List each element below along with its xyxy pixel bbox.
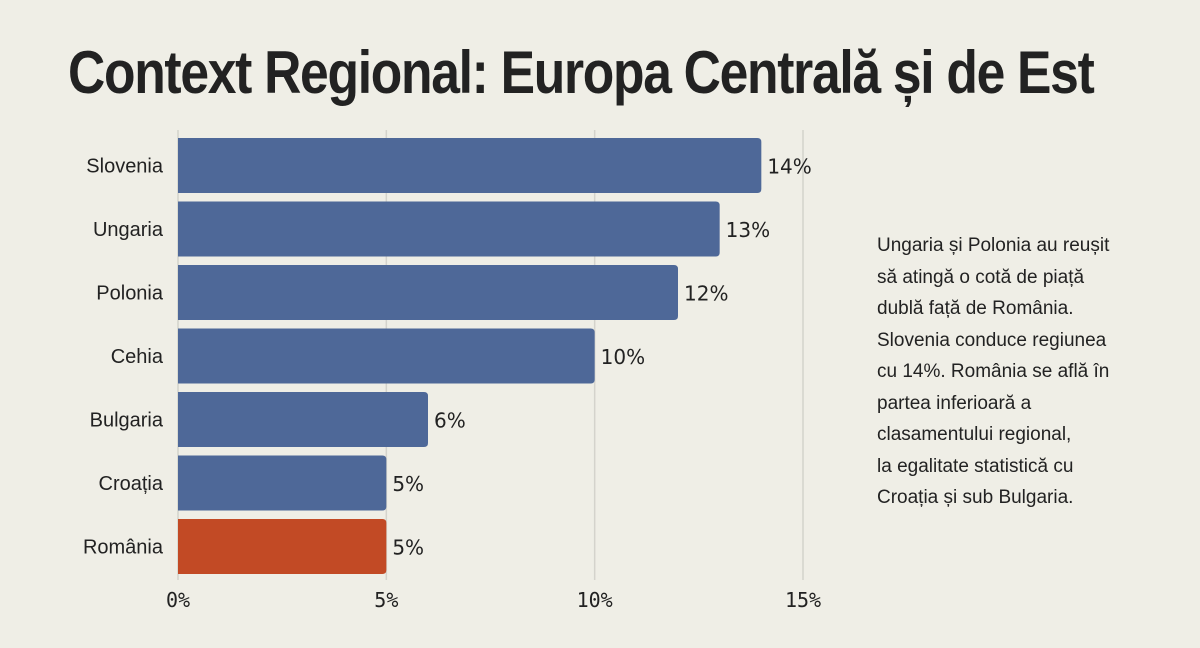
category-label: Slovenia	[86, 156, 164, 178]
note-line: să atingă o cotă de piață	[877, 266, 1085, 288]
bar-polonia	[178, 265, 678, 320]
note-line: partea inferioară a	[877, 392, 1032, 414]
x-tick-label: 0%	[166, 588, 190, 612]
x-tick-label: 5%	[374, 588, 398, 612]
note-line: cu 14%. România se află în	[877, 361, 1110, 382]
value-label: 13%	[726, 218, 770, 242]
chart-title: Context Regional: Europa Centrală și de …	[68, 39, 1095, 106]
category-label: Polonia	[96, 283, 164, 305]
value-label: 5%	[392, 472, 424, 496]
x-tick-label: 15%	[785, 588, 821, 612]
bar-bulgaria	[178, 392, 428, 447]
value-label: 6%	[434, 409, 466, 433]
x-tick-label: 10%	[577, 588, 613, 612]
category-label: România	[83, 537, 164, 559]
bar-cehia	[178, 328, 595, 384]
bar-ungaria	[178, 201, 720, 257]
value-label: 10%	[601, 345, 645, 369]
category-label: Bulgaria	[90, 410, 164, 432]
bar-românia	[178, 519, 387, 574]
value-label: 5%	[392, 536, 424, 560]
note-line: la egalitate statistică cu	[877, 455, 1074, 477]
note-line: Croația și sub Bulgaria.	[877, 487, 1074, 508]
note-line: Slovenia conduce regiunea	[877, 329, 1107, 351]
bar-slovenia	[178, 138, 762, 193]
note-line: clasamentului regional,	[877, 424, 1072, 445]
note-line: dublă față de România.	[877, 298, 1074, 319]
bar-croația	[178, 455, 387, 511]
category-label: Ungaria	[93, 219, 164, 241]
annotation-text: Ungaria și Polonia au reușit să atingă o…	[877, 230, 1177, 514]
category-label: Croația	[99, 473, 164, 495]
value-label: 14%	[767, 155, 811, 179]
value-label: 12%	[684, 282, 728, 306]
category-label: Cehia	[111, 346, 164, 368]
note-line: Ungaria și Polonia au reușit	[877, 235, 1110, 256]
